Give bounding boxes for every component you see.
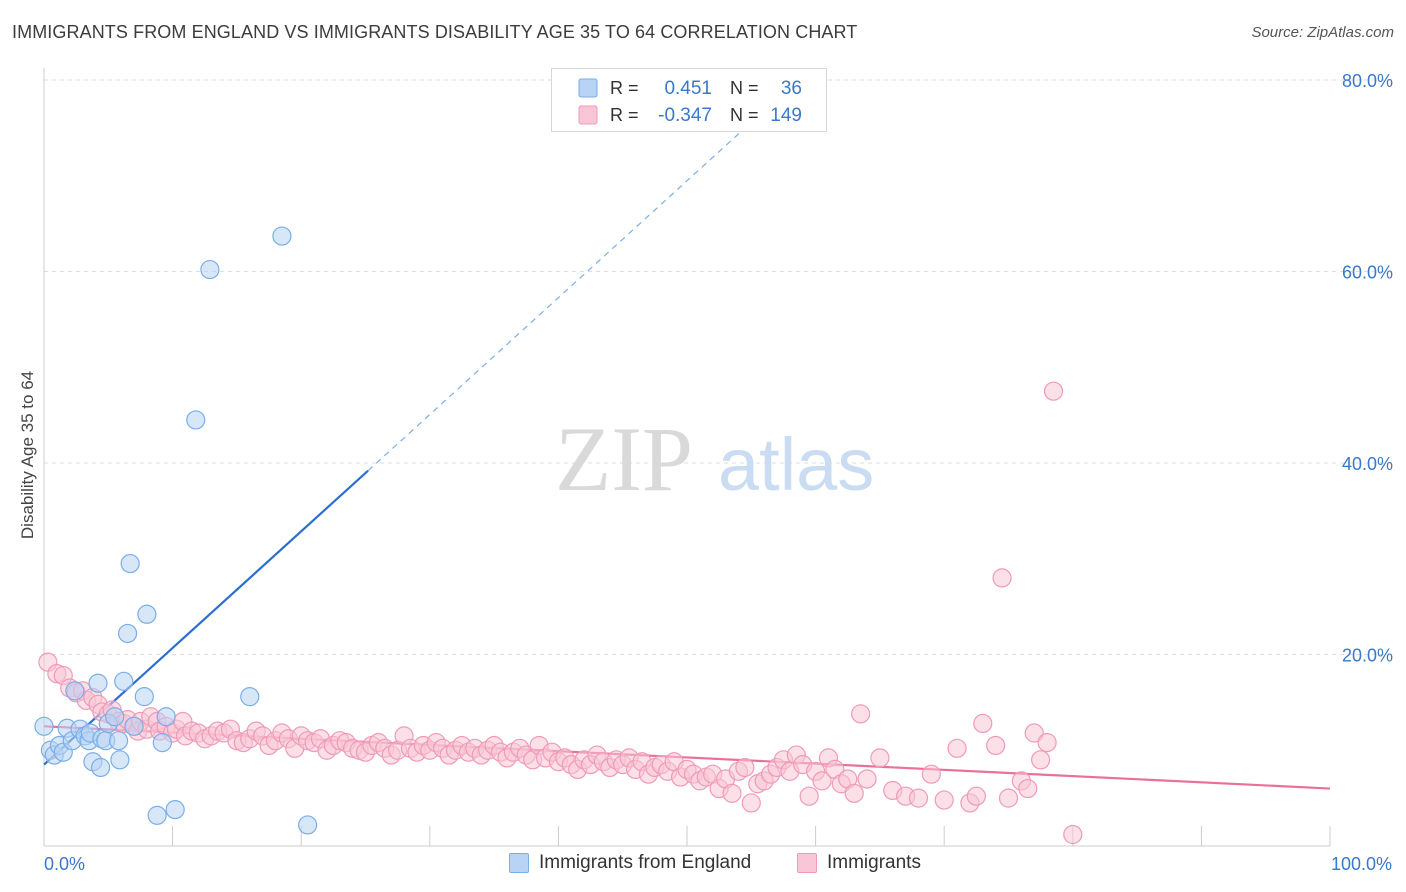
source-credit: Source: ZipAtlas.com <box>1251 24 1394 41</box>
point-england-18 <box>105 707 125 727</box>
point-immigrants-148 <box>992 568 1012 588</box>
point-immigrants-114 <box>741 793 761 813</box>
point-england-30 <box>165 800 185 820</box>
point-immigrants-151 <box>1018 778 1038 799</box>
axis-labels: 20.0% 40.0% 60.0% 80.0% 0.0% 100.0% <box>44 71 1393 874</box>
point-immigrants-137 <box>921 764 941 784</box>
legend-r-value-immigrants: -0.347 <box>658 105 712 126</box>
point-england-19 <box>108 731 129 751</box>
y-tick-label-80: 80.0% <box>1342 71 1393 91</box>
point-england-13 <box>88 673 108 693</box>
legend-item-immigrants[interactable]: Immigrants <box>797 852 921 874</box>
gridlines <box>44 79 1392 655</box>
legend-swatch-england-bottom <box>509 853 529 873</box>
point-immigrants-131 <box>851 704 871 724</box>
point-england-21 <box>114 671 134 691</box>
point-england-31 <box>186 410 206 430</box>
point-immigrants-139 <box>947 738 967 758</box>
series-legend: Immigrants from England Immigrants <box>0 852 1406 878</box>
point-england-28 <box>152 732 172 753</box>
point-immigrants-125 <box>812 771 832 791</box>
legend-r-label-england: R = <box>610 78 639 98</box>
trend-line-england-extension <box>367 110 765 472</box>
watermark-zip: ZIP <box>555 408 693 510</box>
point-england-29 <box>156 707 176 727</box>
x-tick-label-100: 100.0% <box>1331 854 1392 874</box>
legend-n-value-england: 36 <box>781 78 802 99</box>
y-tick-label-60: 60.0% <box>1342 263 1393 283</box>
point-england-15 <box>90 757 111 778</box>
legend-label-immigrants: Immigrants <box>827 852 921 873</box>
point-england-20 <box>110 750 130 770</box>
point-immigrants-130 <box>844 783 864 803</box>
point-england-26 <box>137 604 157 624</box>
point-england-33 <box>240 687 260 707</box>
point-immigrants-123 <box>799 786 819 806</box>
legend-r-value-england: 0.451 <box>664 78 712 99</box>
legend-swatch-england <box>578 78 598 98</box>
point-immigrants-147 <box>1037 732 1057 753</box>
legend-r-label-immigrants: R = <box>610 105 639 125</box>
legend-n-label-england: N = <box>730 78 759 98</box>
point-immigrants-113 <box>735 757 755 778</box>
point-immigrants-144 <box>998 788 1019 808</box>
point-immigrants-142 <box>973 713 993 734</box>
chart-title: IMMIGRANTS FROM ENGLAND VS IMMIGRANTS DI… <box>12 22 858 42</box>
point-england-23 <box>120 553 140 574</box>
y-axis-title: Disability Age 35 to 64 <box>18 371 37 539</box>
point-england-34 <box>272 226 292 246</box>
point-immigrants-149 <box>1043 381 1064 401</box>
legend-n-value-immigrants: 149 <box>770 105 802 126</box>
point-england-35 <box>298 815 318 835</box>
point-immigrants-143 <box>986 735 1006 756</box>
x-tick-label-0: 0.0% <box>44 854 85 874</box>
point-england-7 <box>65 681 85 701</box>
point-england-22 <box>117 623 138 644</box>
watermark-atlas: atlas <box>718 423 874 506</box>
point-england-24 <box>124 716 144 736</box>
point-immigrants-132 <box>857 769 877 789</box>
trend-line-england <box>43 469 369 766</box>
point-immigrants-141 <box>966 786 986 806</box>
point-immigrants-138 <box>934 790 954 810</box>
point-immigrants-146 <box>1024 723 1044 743</box>
point-england-32 <box>200 259 220 280</box>
point-england-0 <box>34 716 54 736</box>
point-england-25 <box>134 687 154 707</box>
correlation-legend: R = 0.451 N = 36 R = -0.347 N = 149 <box>551 68 827 132</box>
y-tick-label-40: 40.0% <box>1342 454 1393 474</box>
point-england-27 <box>147 805 167 825</box>
point-immigrants-133 <box>870 748 890 768</box>
legend-item-england[interactable]: Immigrants from England <box>509 852 751 874</box>
point-immigrants-152 <box>1031 750 1051 770</box>
point-immigrants-111 <box>722 783 742 803</box>
legend-label-england: Immigrants from England <box>539 852 752 873</box>
y-tick-label-20: 20.0% <box>1342 646 1393 666</box>
point-immigrants-136 <box>908 788 929 808</box>
data-points <box>34 226 1083 845</box>
zipatlas-watermark: ZIP atlas <box>555 408 874 510</box>
legend-swatch-immigrants <box>578 105 598 125</box>
legend-n-label-immigrants: N = <box>730 105 759 125</box>
point-immigrants-150 <box>1063 824 1083 845</box>
legend-swatch-immigrants-bottom <box>797 853 817 873</box>
